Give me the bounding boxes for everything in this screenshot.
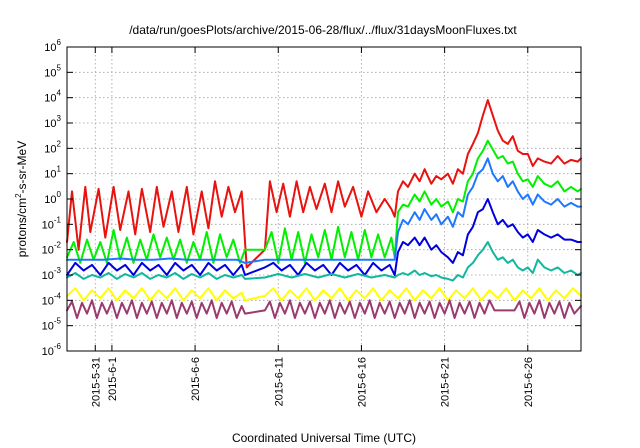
y-tick-label: 10-4 (42, 291, 62, 307)
y-tick-label: 101 (44, 165, 61, 181)
plot-area (66, 99, 582, 319)
y-axis-title-sup: 2 (14, 193, 23, 198)
y-tick-exponent: 3 (57, 114, 62, 123)
chart-title: /data/run/goesPlots/archive/2015-06-28/f… (129, 23, 517, 37)
grid-lines (67, 47, 581, 351)
x-tick-label: 2015-6-16 (356, 357, 368, 407)
series-line (66, 139, 582, 264)
x-axis-title: Coordinated Universal Time (UTC) (232, 431, 416, 445)
series-line (66, 287, 582, 302)
y-tick-label: 103 (44, 114, 61, 130)
x-tick-label: 2015-6-26 (523, 357, 535, 407)
y-axis-title-post: -s-sr-MeV (15, 141, 29, 194)
y-tick-label: 102 (44, 139, 61, 155)
y-tick-exponent: -6 (54, 342, 62, 351)
y-tick-base: 10 (42, 346, 54, 358)
y-tick-label: 100 (44, 190, 61, 206)
y-tick-exponent: -2 (54, 241, 62, 250)
y-tick-base: 10 (44, 93, 56, 105)
y-tick-exponent: 4 (57, 89, 62, 98)
y-tick-base: 10 (44, 42, 56, 54)
y-tick-exponent: -4 (54, 291, 62, 300)
y-tick-exponent: 6 (57, 38, 62, 47)
y-tick-label: 10-1 (42, 215, 62, 231)
y-tick-label: 105 (44, 63, 61, 79)
y-tick-label: 104 (44, 89, 61, 105)
y-tick-base: 10 (44, 169, 56, 181)
y-tick-base: 10 (42, 295, 54, 307)
x-axis: 2015-5-31 2015-6-1 2015-6-6 2015-6-11 2015-6… (90, 47, 535, 407)
y-tick-base: 10 (42, 321, 54, 333)
y-axis-title-pre: protons/cm (15, 198, 29, 257)
y-tick-base: 10 (44, 67, 56, 79)
y-tick-exponent: -3 (54, 266, 62, 275)
y-tick-base: 10 (42, 219, 54, 231)
y-tick-exponent: 5 (57, 63, 62, 72)
y-tick-base: 10 (44, 143, 56, 155)
y-axis: 10-610-510-410-310-210-11001011021031041… (42, 38, 581, 358)
y-tick-base: 10 (42, 270, 54, 282)
y-axis-title: protons/cm2-s-sr-MeV (14, 141, 29, 257)
x-tick-label: 2015-6-21 (440, 357, 452, 407)
x-tick-label: 2015-5-31 (90, 357, 102, 407)
y-tick-base: 10 (44, 118, 56, 130)
y-tick-label: 10-5 (42, 317, 62, 333)
y-tick-exponent: -1 (54, 215, 62, 224)
series-line (66, 99, 582, 269)
x-tick-label: 2015-6-1 (107, 357, 119, 401)
y-tick-exponent: -5 (54, 317, 62, 326)
y-tick-base: 10 (44, 194, 56, 206)
y-tick-exponent: 0 (57, 190, 62, 199)
y-tick-label: 10-2 (42, 241, 62, 257)
series-line (66, 241, 582, 282)
y-tick-label: 106 (44, 38, 61, 54)
y-tick-exponent: 1 (57, 165, 62, 174)
y-tick-exponent: 2 (57, 139, 62, 148)
y-tick-label: 10-6 (42, 342, 62, 358)
series-line (66, 198, 582, 276)
y-tick-label: 10-3 (42, 266, 62, 282)
series-line (66, 299, 582, 319)
x-tick-label: 2015-6-6 (190, 357, 202, 401)
x-tick-label: 2015-6-11 (273, 357, 285, 406)
series-line (66, 157, 582, 264)
y-tick-base: 10 (42, 245, 54, 257)
